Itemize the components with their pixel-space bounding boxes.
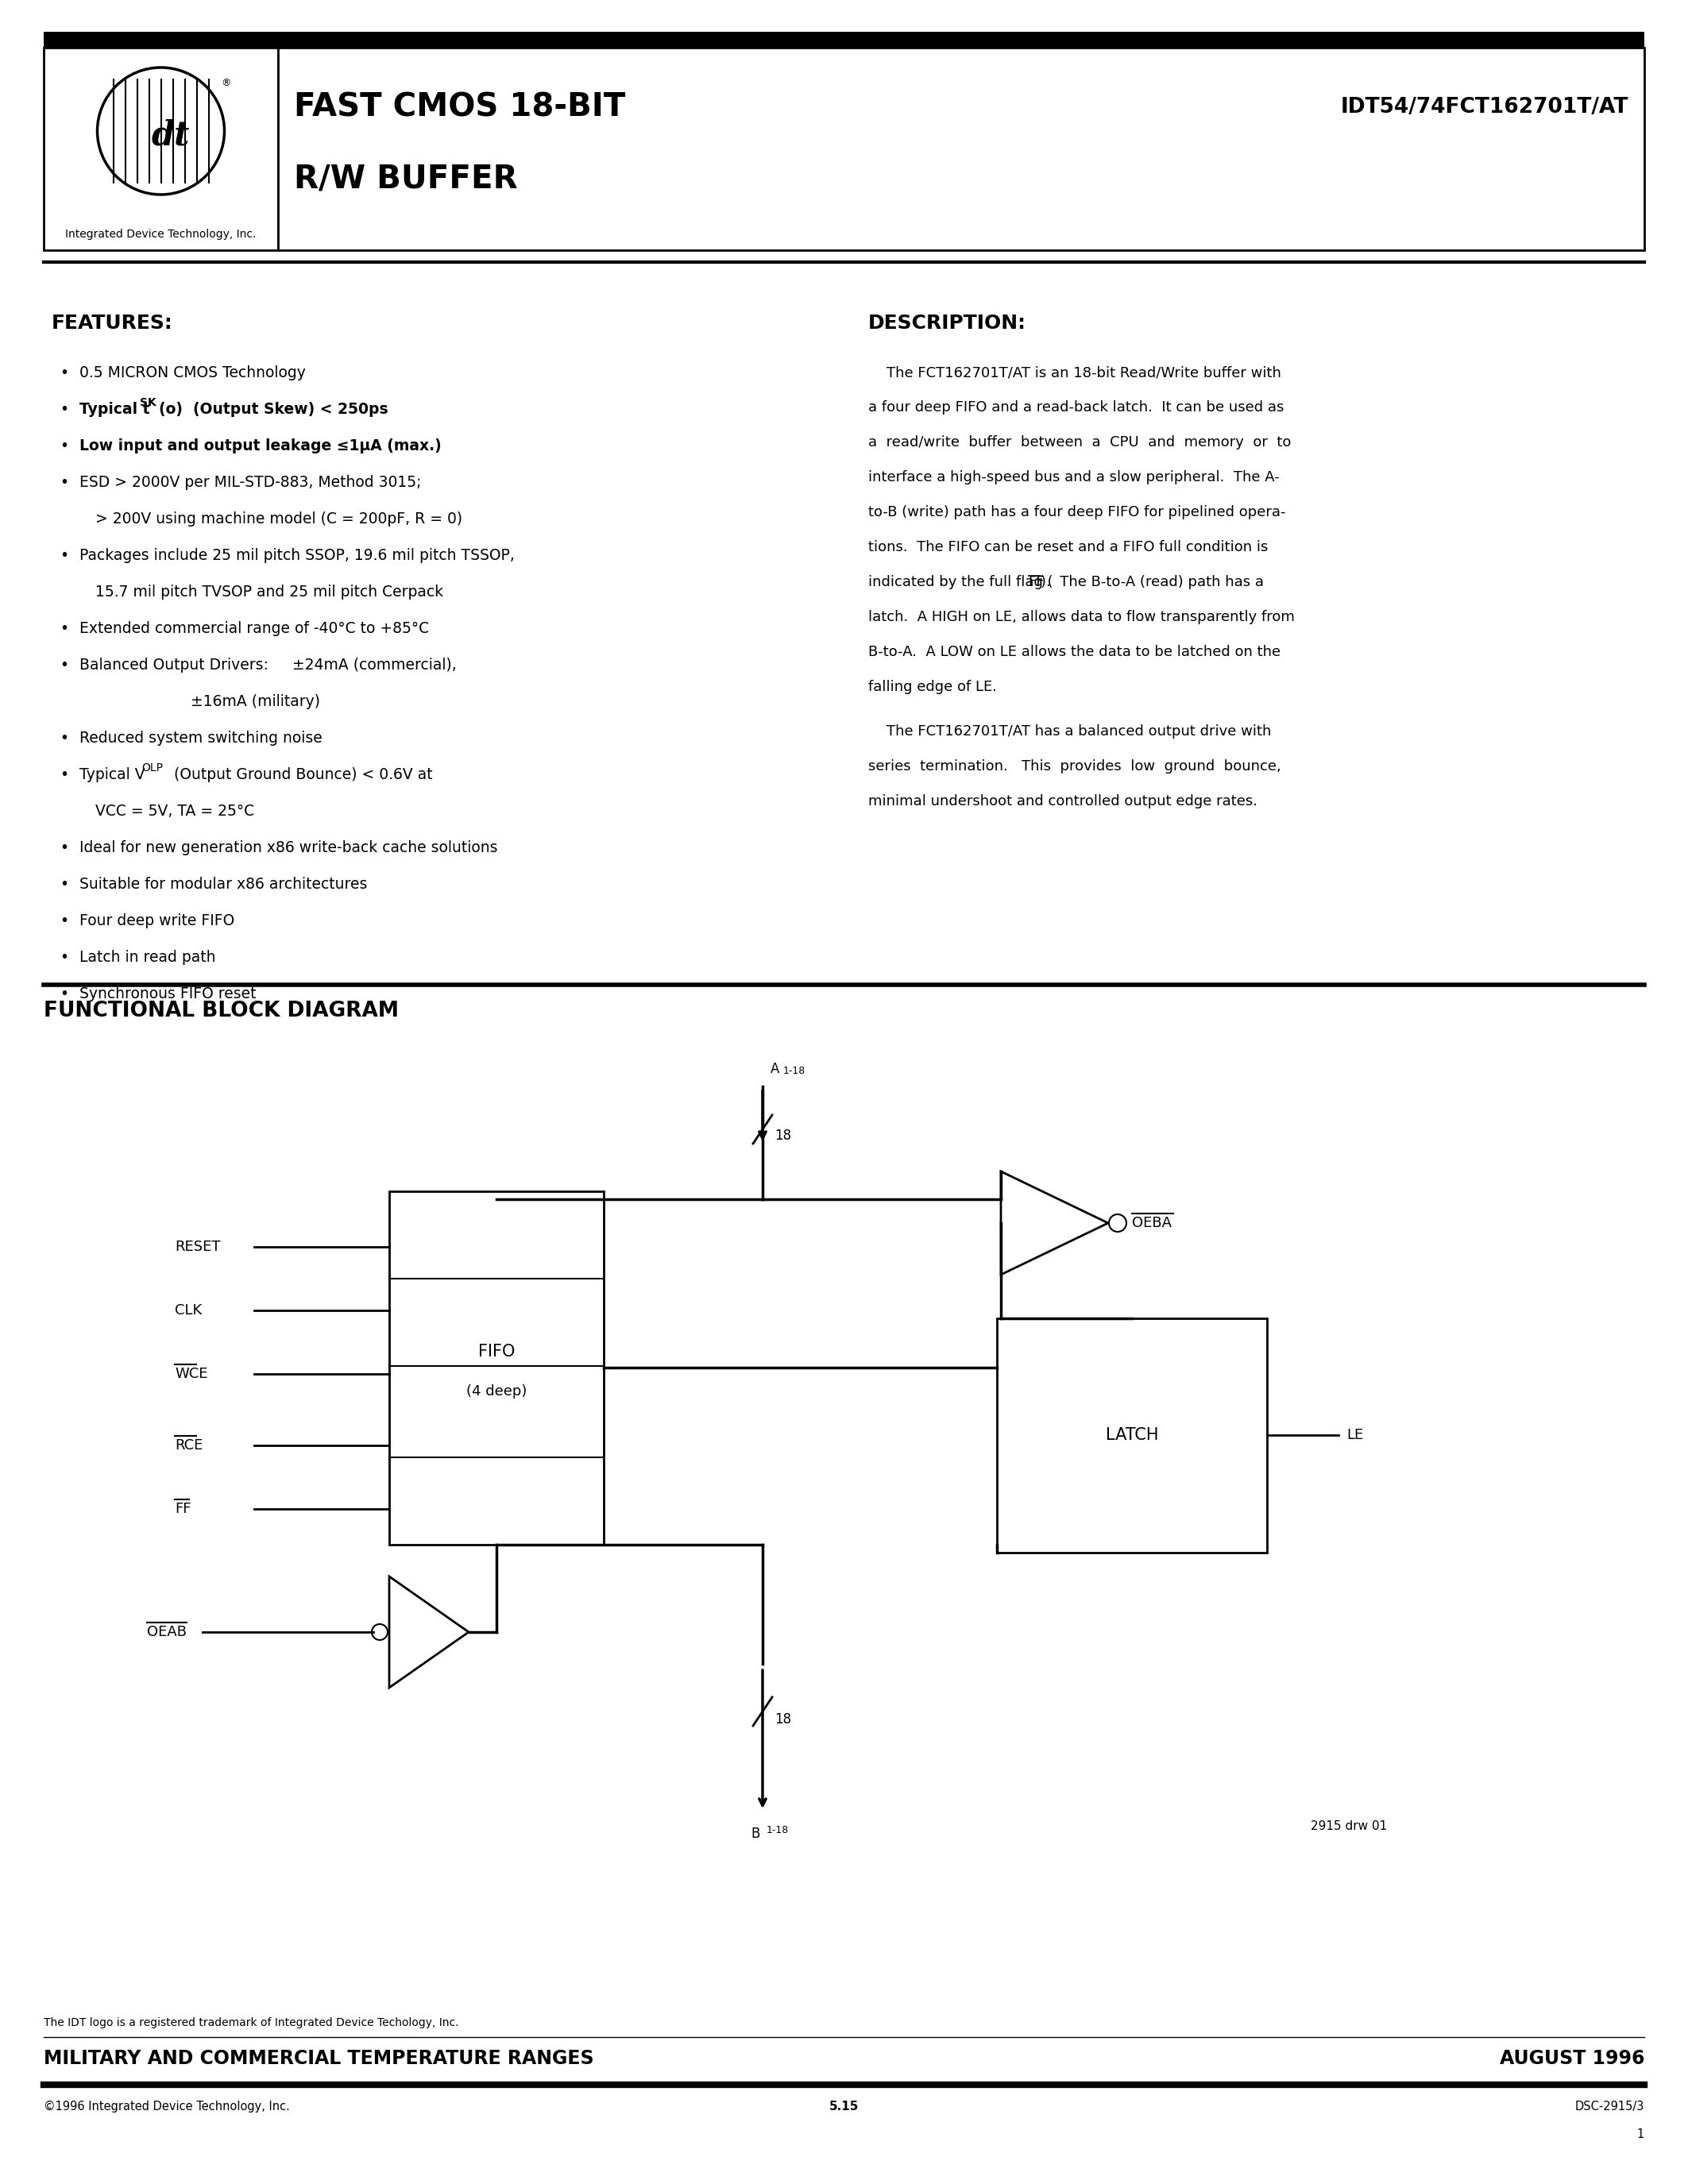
Text: SK: SK [140,397,157,408]
Text: •: • [59,474,69,489]
Text: 18: 18 [775,1129,792,1142]
Text: AUGUST 1996: AUGUST 1996 [1499,2049,1644,2068]
Text: RESET: RESET [176,1241,221,1254]
Text: Ideal for new generation x86 write-back cache solutions: Ideal for new generation x86 write-back … [79,841,498,856]
Text: Balanced Output Drivers:     ±24mA (commercial),: Balanced Output Drivers: ±24mA (commerci… [79,657,456,673]
Text: Integrated Device Technology, Inc.: Integrated Device Technology, Inc. [66,229,257,240]
Text: ±16mA (military): ±16mA (military) [191,695,321,710]
Text: The FCT162701T/AT is an 18-bit Read/Write buffer with: The FCT162701T/AT is an 18-bit Read/Writ… [868,365,1281,380]
Text: DSC-2915/3: DSC-2915/3 [1575,2101,1644,2112]
Bar [44,48,279,251]
Text: •: • [59,876,69,891]
Circle shape [371,1625,388,1640]
Text: FAST CMOS 18-BIT: FAST CMOS 18-BIT [294,92,626,122]
Text: Extended commercial range of -40°C to +85°C: Extended commercial range of -40°C to +8… [79,620,429,636]
Text: •: • [59,841,69,856]
Text: •: • [59,987,69,1002]
Text: VCC = 5V, TA = 25°C: VCC = 5V, TA = 25°C [95,804,255,819]
Text: 15.7 mil pitch TVSOP and 25 mil pitch Cerpack: 15.7 mil pitch TVSOP and 25 mil pitch Ce… [95,585,444,601]
Bar [998,1319,1268,1553]
Text: Latch in read path: Latch in read path [79,950,216,965]
Text: 1-18: 1-18 [783,1066,805,1077]
Text: Suitable for modular x86 architectures: Suitable for modular x86 architectures [79,876,368,891]
Text: •: • [59,620,69,636]
Text: B-to-A.  A LOW on LE allows the data to be latched on the: B-to-A. A LOW on LE allows the data to b… [868,644,1281,660]
Text: CLK: CLK [176,1304,203,1317]
Text: LE: LE [1347,1428,1364,1441]
Text: a  read/write  buffer  between  a  CPU  and  memory  or  to: a read/write buffer between a CPU and me… [868,435,1291,450]
Text: ESD > 2000V per MIL-STD-883, Method 3015;: ESD > 2000V per MIL-STD-883, Method 3015… [79,474,422,489]
Text: Typical t: Typical t [79,402,150,417]
Text: •: • [59,657,69,673]
Text: •: • [59,950,69,965]
Text: latch.  A HIGH on LE, allows data to flow transparently from: latch. A HIGH on LE, allows data to flow… [868,609,1295,625]
Text: ©1996 Integrated Device Technology, Inc.: ©1996 Integrated Device Technology, Inc. [44,2101,290,2112]
Text: Low input and output leakage ≤1μA (max.): Low input and output leakage ≤1μA (max.) [79,439,442,454]
Text: falling edge of LE.: falling edge of LE. [868,679,998,695]
Text: 2915 drw 01: 2915 drw 01 [1310,1821,1388,1832]
Text: •: • [59,732,69,745]
Text: (Output Ground Bounce) < 0.6V at: (Output Ground Bounce) < 0.6V at [169,767,432,782]
Text: Reduced system switching noise: Reduced system switching noise [79,732,322,745]
Text: B: B [751,1826,760,1841]
Text: A: A [770,1061,780,1077]
Bar [390,1190,604,1544]
Polygon shape [390,1577,469,1688]
Text: OEAB: OEAB [147,1625,187,1640]
Text: indicated by the full flag (: indicated by the full flag ( [868,574,1053,590]
Text: ®: ® [221,79,231,90]
Text: 1-18: 1-18 [766,1826,788,1835]
Text: Typical V: Typical V [79,767,145,782]
Text: FEATURES:: FEATURES: [52,314,172,332]
Text: LATCH: LATCH [1106,1426,1158,1444]
Text: to-B (write) path has a four deep FIFO for pipelined opera-: to-B (write) path has a four deep FIFO f… [868,505,1286,520]
Text: 5.15: 5.15 [829,2101,859,2112]
Text: 18: 18 [775,1712,792,1728]
Text: ).  The B-to-A (read) path has a: ). The B-to-A (read) path has a [1040,574,1264,590]
Circle shape [1109,1214,1126,1232]
Text: (o)  (Output Skew) < 250ps: (o) (Output Skew) < 250ps [159,402,388,417]
Text: Synchronous FIFO reset: Synchronous FIFO reset [79,987,257,1002]
Text: Four deep write FIFO: Four deep write FIFO [79,913,235,928]
Polygon shape [1001,1171,1107,1275]
Text: •: • [59,402,69,417]
Text: •: • [59,365,69,380]
Text: FUNCTIONAL BLOCK DIAGRAM: FUNCTIONAL BLOCK DIAGRAM [44,1000,398,1022]
Text: > 200V using machine model (C = 200pF, R = 0): > 200V using machine model (C = 200pF, R… [95,511,463,526]
Text: MILITARY AND COMMERCIAL TEMPERATURE RANGES: MILITARY AND COMMERCIAL TEMPERATURE RANG… [44,2049,594,2068]
Text: WCE: WCE [176,1367,208,1380]
Bar [279,48,1644,251]
Text: series  termination.   This  provides  low  ground  bounce,: series termination. This provides low gr… [868,760,1281,773]
Text: IDT54/74FCT162701T/AT: IDT54/74FCT162701T/AT [1340,96,1629,118]
Text: RCE: RCE [176,1439,203,1452]
Text: (4 deep): (4 deep) [466,1385,527,1398]
Text: FF: FF [176,1503,191,1516]
Text: •: • [59,767,69,782]
Text: •: • [59,439,69,454]
Text: The FCT162701T/AT has a balanced output drive with: The FCT162701T/AT has a balanced output … [868,725,1271,738]
Text: OEBA: OEBA [1133,1216,1171,1230]
Text: 1: 1 [1637,2129,1644,2140]
Text: FIFO: FIFO [478,1343,515,1361]
Text: 0.5 MICRON CMOS Technology: 0.5 MICRON CMOS Technology [79,365,306,380]
Text: a four deep FIFO and a read-back latch.  It can be used as: a four deep FIFO and a read-back latch. … [868,400,1285,415]
Text: OLP: OLP [142,762,162,773]
Text: DESCRIPTION:: DESCRIPTION: [868,314,1026,332]
Bar [44,33,1644,48]
Text: interface a high-speed bus and a slow peripheral.  The A-: interface a high-speed bus and a slow pe… [868,470,1280,485]
Text: dt: dt [152,118,189,151]
Text: Packages include 25 mil pitch SSOP, 19.6 mil pitch TSSOP,: Packages include 25 mil pitch SSOP, 19.6… [79,548,515,563]
Text: tions.  The FIFO can be reset and a FIFO full condition is: tions. The FIFO can be reset and a FIFO … [868,539,1268,555]
Text: •: • [59,548,69,563]
Text: FF: FF [1028,574,1045,590]
Text: minimal undershoot and controlled output edge rates.: minimal undershoot and controlled output… [868,795,1258,808]
Text: R/W BUFFER: R/W BUFFER [294,164,518,194]
Text: •: • [59,913,69,928]
Text: The IDT logo is a registered trademark of Integrated Device Techology, Inc.: The IDT logo is a registered trademark o… [44,2018,459,2029]
